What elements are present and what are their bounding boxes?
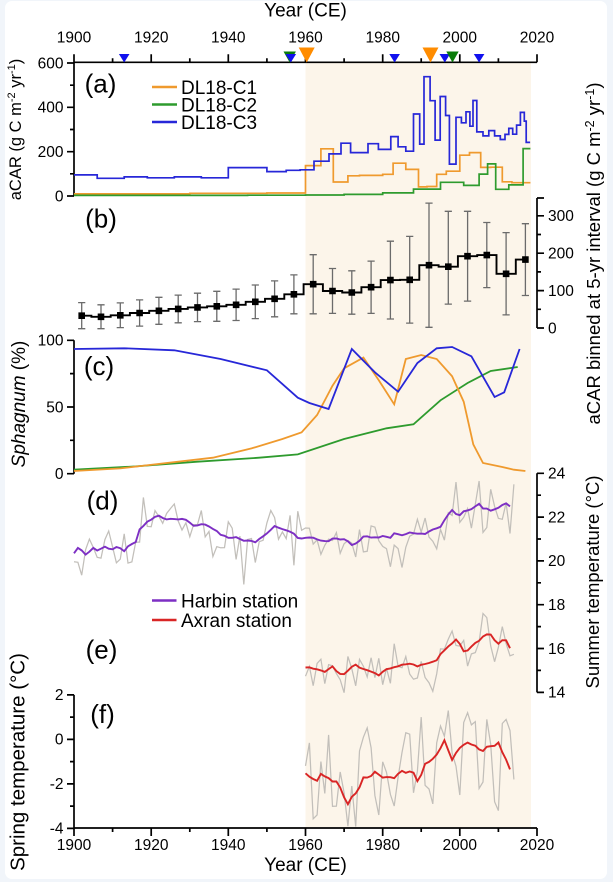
- svg-text:Spring temperature (°C): Spring temperature (°C): [7, 653, 30, 871]
- svg-text:2020: 2020: [520, 30, 555, 47]
- svg-text:100: 100: [38, 333, 64, 350]
- svg-text:1920: 1920: [134, 837, 169, 854]
- svg-text:2000: 2000: [443, 30, 478, 47]
- svg-text:14: 14: [548, 685, 566, 702]
- svg-text:Harbin station: Harbin station: [181, 591, 298, 612]
- svg-text:400: 400: [38, 100, 64, 117]
- svg-text:aCAR binned at 5-yr interval (: aCAR binned at 5-yr interval (g C m-2​ y…: [583, 82, 604, 424]
- svg-text:1920: 1920: [134, 30, 169, 47]
- svg-text:Sphagnum (%): Sphagnum (%): [9, 341, 30, 468]
- svg-text:0: 0: [548, 320, 557, 337]
- svg-text:50: 50: [46, 399, 64, 416]
- svg-text:(b): (b): [85, 204, 117, 234]
- svg-text:Year (CE): Year (CE): [264, 1, 347, 22]
- svg-text:0: 0: [55, 732, 64, 749]
- svg-text:Year (CE): Year (CE): [264, 855, 347, 876]
- svg-text:-2: -2: [50, 776, 64, 793]
- svg-text:Summer temperature (°C): Summer temperature (°C): [582, 475, 603, 688]
- svg-text:DL18-C1: DL18-C1: [181, 78, 257, 99]
- svg-text:18: 18: [548, 597, 565, 614]
- svg-text:300: 300: [548, 208, 574, 225]
- svg-text:aCAR (g C m-2​ yr-1​): aCAR (g C m-2​ yr-1​): [6, 59, 25, 201]
- svg-text:-4: -4: [50, 821, 64, 838]
- svg-text:1960: 1960: [288, 837, 323, 854]
- svg-text:1900: 1900: [57, 30, 92, 47]
- svg-text:2: 2: [55, 687, 64, 704]
- svg-text:(f): (f): [90, 699, 115, 729]
- svg-text:(a): (a): [85, 69, 117, 99]
- svg-text:16: 16: [548, 641, 565, 658]
- svg-text:100: 100: [548, 283, 574, 300]
- svg-text:22: 22: [548, 509, 565, 526]
- svg-text:2000: 2000: [443, 837, 478, 854]
- svg-text:Axran station: Axran station: [181, 611, 292, 632]
- svg-text:20: 20: [548, 553, 566, 570]
- svg-text:0: 0: [55, 466, 64, 483]
- svg-text:1960: 1960: [288, 30, 323, 47]
- svg-text:2020: 2020: [520, 837, 555, 854]
- svg-text:1940: 1940: [211, 837, 246, 854]
- svg-text:200: 200: [38, 144, 64, 161]
- svg-text:200: 200: [548, 246, 574, 263]
- svg-text:24: 24: [548, 466, 566, 483]
- svg-text:1980: 1980: [365, 30, 400, 47]
- svg-text:DL18-C2: DL18-C2: [181, 95, 257, 116]
- svg-text:1900: 1900: [57, 837, 92, 854]
- svg-text:1940: 1940: [211, 30, 246, 47]
- svg-text:(e): (e): [86, 635, 118, 665]
- svg-text:(d): (d): [87, 486, 119, 516]
- svg-text:1980: 1980: [365, 837, 400, 854]
- svg-text:DL18-C3: DL18-C3: [181, 113, 257, 134]
- svg-text:(c): (c): [84, 351, 114, 381]
- svg-text:0: 0: [55, 188, 64, 205]
- svg-text:600: 600: [38, 55, 64, 72]
